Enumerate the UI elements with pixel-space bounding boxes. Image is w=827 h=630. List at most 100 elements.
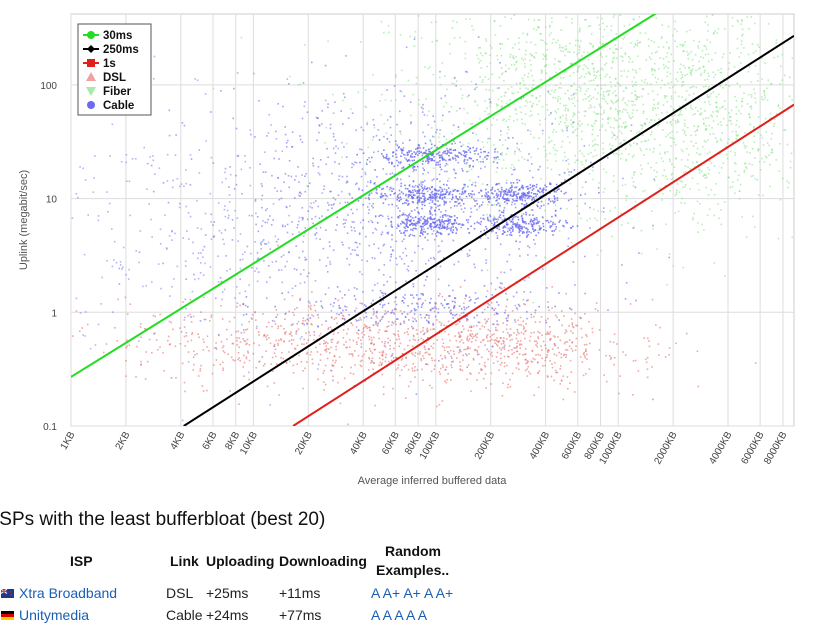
data-point <box>754 362 757 364</box>
data-point <box>779 107 781 110</box>
data-point <box>471 123 474 125</box>
data-point <box>365 350 367 352</box>
data-point <box>581 130 583 133</box>
data-point <box>691 177 694 179</box>
data-point <box>296 226 298 229</box>
data-point <box>284 225 286 228</box>
data-point <box>574 312 576 315</box>
data-point <box>433 196 435 199</box>
data-point <box>460 331 463 333</box>
data-point <box>703 229 705 231</box>
data-point <box>469 333 472 336</box>
data-point <box>533 19 536 21</box>
data-point <box>567 109 569 112</box>
data-point <box>692 92 695 95</box>
data-point <box>400 148 402 150</box>
data-point <box>464 40 467 43</box>
data-point <box>564 156 566 158</box>
data-point <box>578 212 581 215</box>
data-point <box>740 40 743 42</box>
data-point <box>564 332 566 334</box>
data-point <box>552 200 554 202</box>
data-point <box>640 141 643 143</box>
data-point <box>376 317 378 319</box>
data-point <box>559 368 561 370</box>
data-point <box>513 57 515 60</box>
data-point <box>631 92 633 94</box>
data-point <box>719 71 722 74</box>
data-point <box>661 199 663 201</box>
data-point <box>496 196 499 198</box>
data-point <box>591 331 594 334</box>
data-point <box>602 207 605 209</box>
data-point <box>697 222 699 224</box>
data-point <box>403 302 405 304</box>
data-point <box>496 87 499 90</box>
data-point <box>446 170 448 173</box>
data-point <box>493 204 495 206</box>
data-point <box>777 55 779 58</box>
data-point <box>535 344 537 346</box>
data-point <box>789 160 792 163</box>
data-point <box>374 284 376 286</box>
data-point <box>313 334 316 336</box>
data-point <box>576 53 578 56</box>
data-point <box>602 22 604 25</box>
data-point <box>378 364 380 367</box>
data-point <box>674 194 677 197</box>
data-point <box>667 25 670 28</box>
data-point <box>584 193 586 195</box>
data-point <box>496 54 498 57</box>
data-point <box>296 268 298 271</box>
data-point <box>529 195 531 197</box>
data-point <box>501 188 503 191</box>
data-point <box>378 139 381 141</box>
data-point <box>573 169 576 171</box>
data-point <box>514 304 517 307</box>
data-point <box>554 336 556 338</box>
data-point <box>535 97 538 99</box>
data-point <box>545 54 547 56</box>
data-point <box>400 178 402 181</box>
data-point <box>436 195 438 198</box>
data-point <box>491 192 493 194</box>
data-point <box>422 339 425 341</box>
data-point <box>369 329 371 331</box>
data-point <box>547 221 550 224</box>
data-point <box>387 25 390 27</box>
data-point <box>235 174 237 177</box>
data-point <box>405 223 408 226</box>
data-point <box>442 114 444 117</box>
data-point <box>334 101 336 103</box>
data-point <box>462 186 465 189</box>
data-point <box>771 151 774 154</box>
data-point <box>648 56 651 58</box>
data-point <box>738 197 741 200</box>
data-point <box>336 216 338 219</box>
data-point <box>579 150 581 152</box>
data-point <box>633 76 635 79</box>
data-point <box>418 198 421 201</box>
data-point <box>523 194 526 196</box>
data-point <box>463 122 465 125</box>
data-point <box>430 141 432 143</box>
data-point <box>609 47 611 50</box>
data-point <box>470 373 472 375</box>
data-point <box>697 125 699 128</box>
data-point <box>644 32 647 35</box>
data-point <box>439 156 441 159</box>
data-point <box>436 39 438 42</box>
data-point <box>511 173 513 176</box>
data-point <box>129 303 132 305</box>
data-point <box>327 209 329 211</box>
data-point <box>580 317 582 320</box>
data-point <box>468 157 471 159</box>
data-point <box>518 148 520 151</box>
data-point <box>577 123 580 125</box>
data-point <box>569 182 571 185</box>
data-point <box>685 332 688 335</box>
data-point <box>636 96 638 99</box>
data-point <box>273 157 275 160</box>
data-point <box>515 193 518 196</box>
data-point <box>615 101 617 103</box>
